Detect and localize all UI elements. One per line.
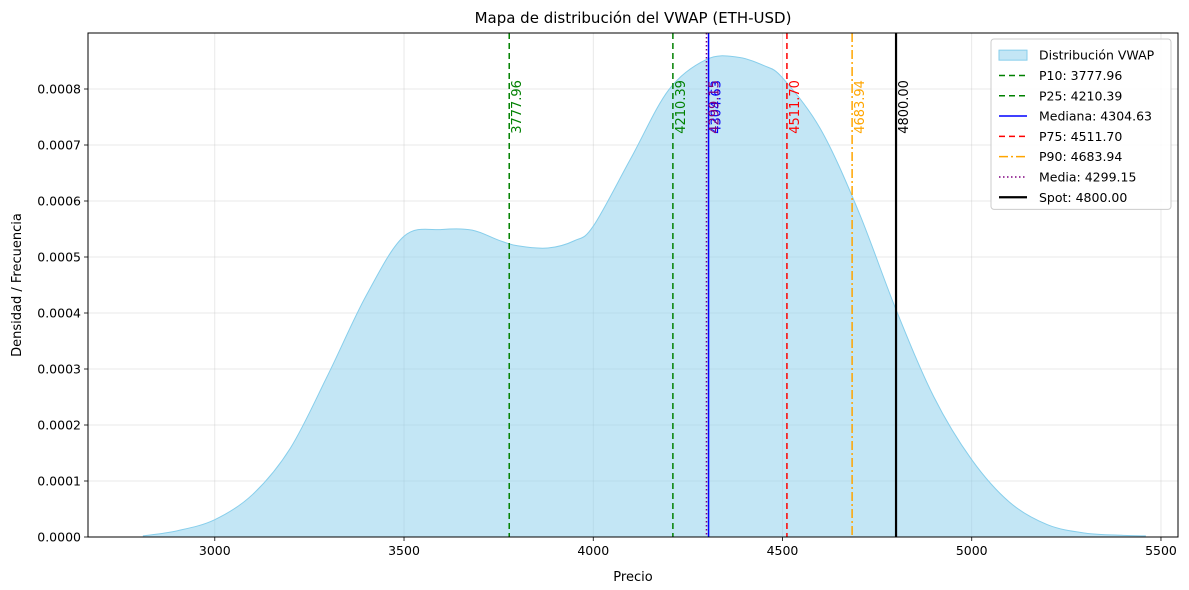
legend-label: P10: 3777.96 [1039, 68, 1122, 83]
y-tick-label: 0.0002 [37, 418, 81, 433]
legend-box [990, 38, 1172, 210]
y-tick-label: 0.0007 [37, 138, 81, 153]
y-tick-label: 0.0008 [37, 82, 81, 97]
x-tick-label: 3000 [199, 543, 231, 558]
legend-swatch [998, 49, 1028, 61]
x-tick-label: 4500 [767, 543, 799, 558]
y-tick-label: 0.0000 [37, 530, 81, 545]
x-axis-ticks: 3000 3500 4000 4500 5000 5500 [199, 537, 1177, 558]
y-tick-label: 0.0006 [37, 194, 81, 209]
marker-lines: 3777.96 4210.39 4304.63 4511.70 4683.94 4299.… [508, 33, 912, 537]
marker-value-label: 4210.39 [674, 80, 689, 134]
marker-value-label: 4800.00 [897, 80, 912, 134]
x-tick-label: 5000 [956, 543, 988, 558]
y-tick-label: 0.0005 [37, 250, 81, 265]
chart-title: Mapa de distribución del VWAP (ETH-USD) [475, 9, 792, 27]
y-tick-label: 0.0004 [37, 306, 81, 321]
legend-label: Spot: 4800.00 [1039, 190, 1127, 205]
y-axis-label: Densidad / Frecuencia [10, 213, 25, 357]
x-tick-label: 3500 [388, 543, 420, 558]
legend-label: P25: 4210.39 [1039, 88, 1122, 103]
y-tick-label: 0.0001 [37, 474, 81, 489]
marker-value-label: 3777.96 [510, 80, 525, 134]
marker-value-label: 4511.70 [788, 80, 803, 134]
y-axis-ticks: 0.0000 0.0001 0.0002 0.0003 0.0004 0.0005 0.00… [37, 82, 88, 545]
legend: Distribución VWAP P10: 3777.96 P25: 4210.3… [990, 38, 1172, 210]
marker-value-label: 4683.94 [853, 80, 868, 134]
x-axis-label: Precio [613, 570, 652, 585]
legend-label: P90: 4683.94 [1039, 149, 1122, 164]
legend-label: Distribución VWAP [1039, 48, 1155, 63]
marker-value-label: 4299.15 [707, 80, 722, 134]
legend-label: Media: 4299.15 [1039, 169, 1136, 184]
legend-label: P75: 4511.70 [1039, 129, 1122, 144]
plot-frame [87, 32, 1179, 538]
legend-label: Mediana: 4304.63 [1039, 109, 1152, 124]
x-tick-label: 4000 [577, 543, 609, 558]
marker-value-label: 4304.63 [710, 80, 725, 134]
density-outline [142, 55, 1146, 537]
y-tick-label: 0.0003 [37, 362, 81, 377]
x-tick-label: 5500 [1145, 543, 1177, 558]
